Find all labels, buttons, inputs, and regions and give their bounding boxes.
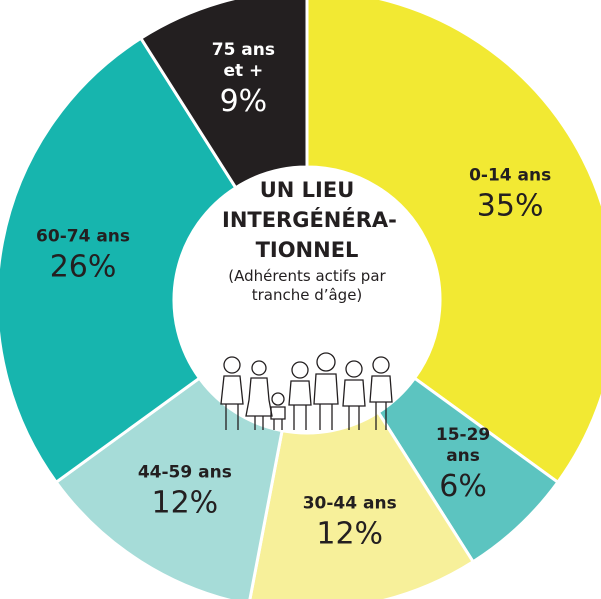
- value-label: 26%: [13, 248, 153, 288]
- value-label: 12%: [280, 514, 420, 554]
- value-label: 35%: [440, 187, 580, 227]
- slice-label: 75 ans et +9%: [207, 40, 279, 122]
- chart-subtitle: (Adhérents actifs par tranche d’âge): [222, 267, 392, 305]
- chart: UN LIEU INTERGÉNÉRA-TIONNEL (Adhérents a…: [0, 0, 601, 599]
- chart-title: UN LIEU INTERGÉNÉRA-TIONNEL: [222, 175, 392, 265]
- category-label: 0-14 ans: [440, 166, 580, 187]
- value-label: 9%: [207, 82, 279, 122]
- category-label: 44-59 ans: [115, 462, 255, 483]
- category-label: 15-29 ans: [427, 425, 499, 467]
- category-label: 75 ans et +: [207, 40, 279, 82]
- category-label: 60-74 ans: [13, 227, 153, 248]
- category-label: 30-44 ans: [280, 493, 420, 514]
- value-label: 6%: [427, 467, 499, 507]
- center-text: UN LIEU INTERGÉNÉRA-TIONNEL (Adhérents a…: [207, 175, 407, 305]
- value-label: 12%: [115, 483, 255, 523]
